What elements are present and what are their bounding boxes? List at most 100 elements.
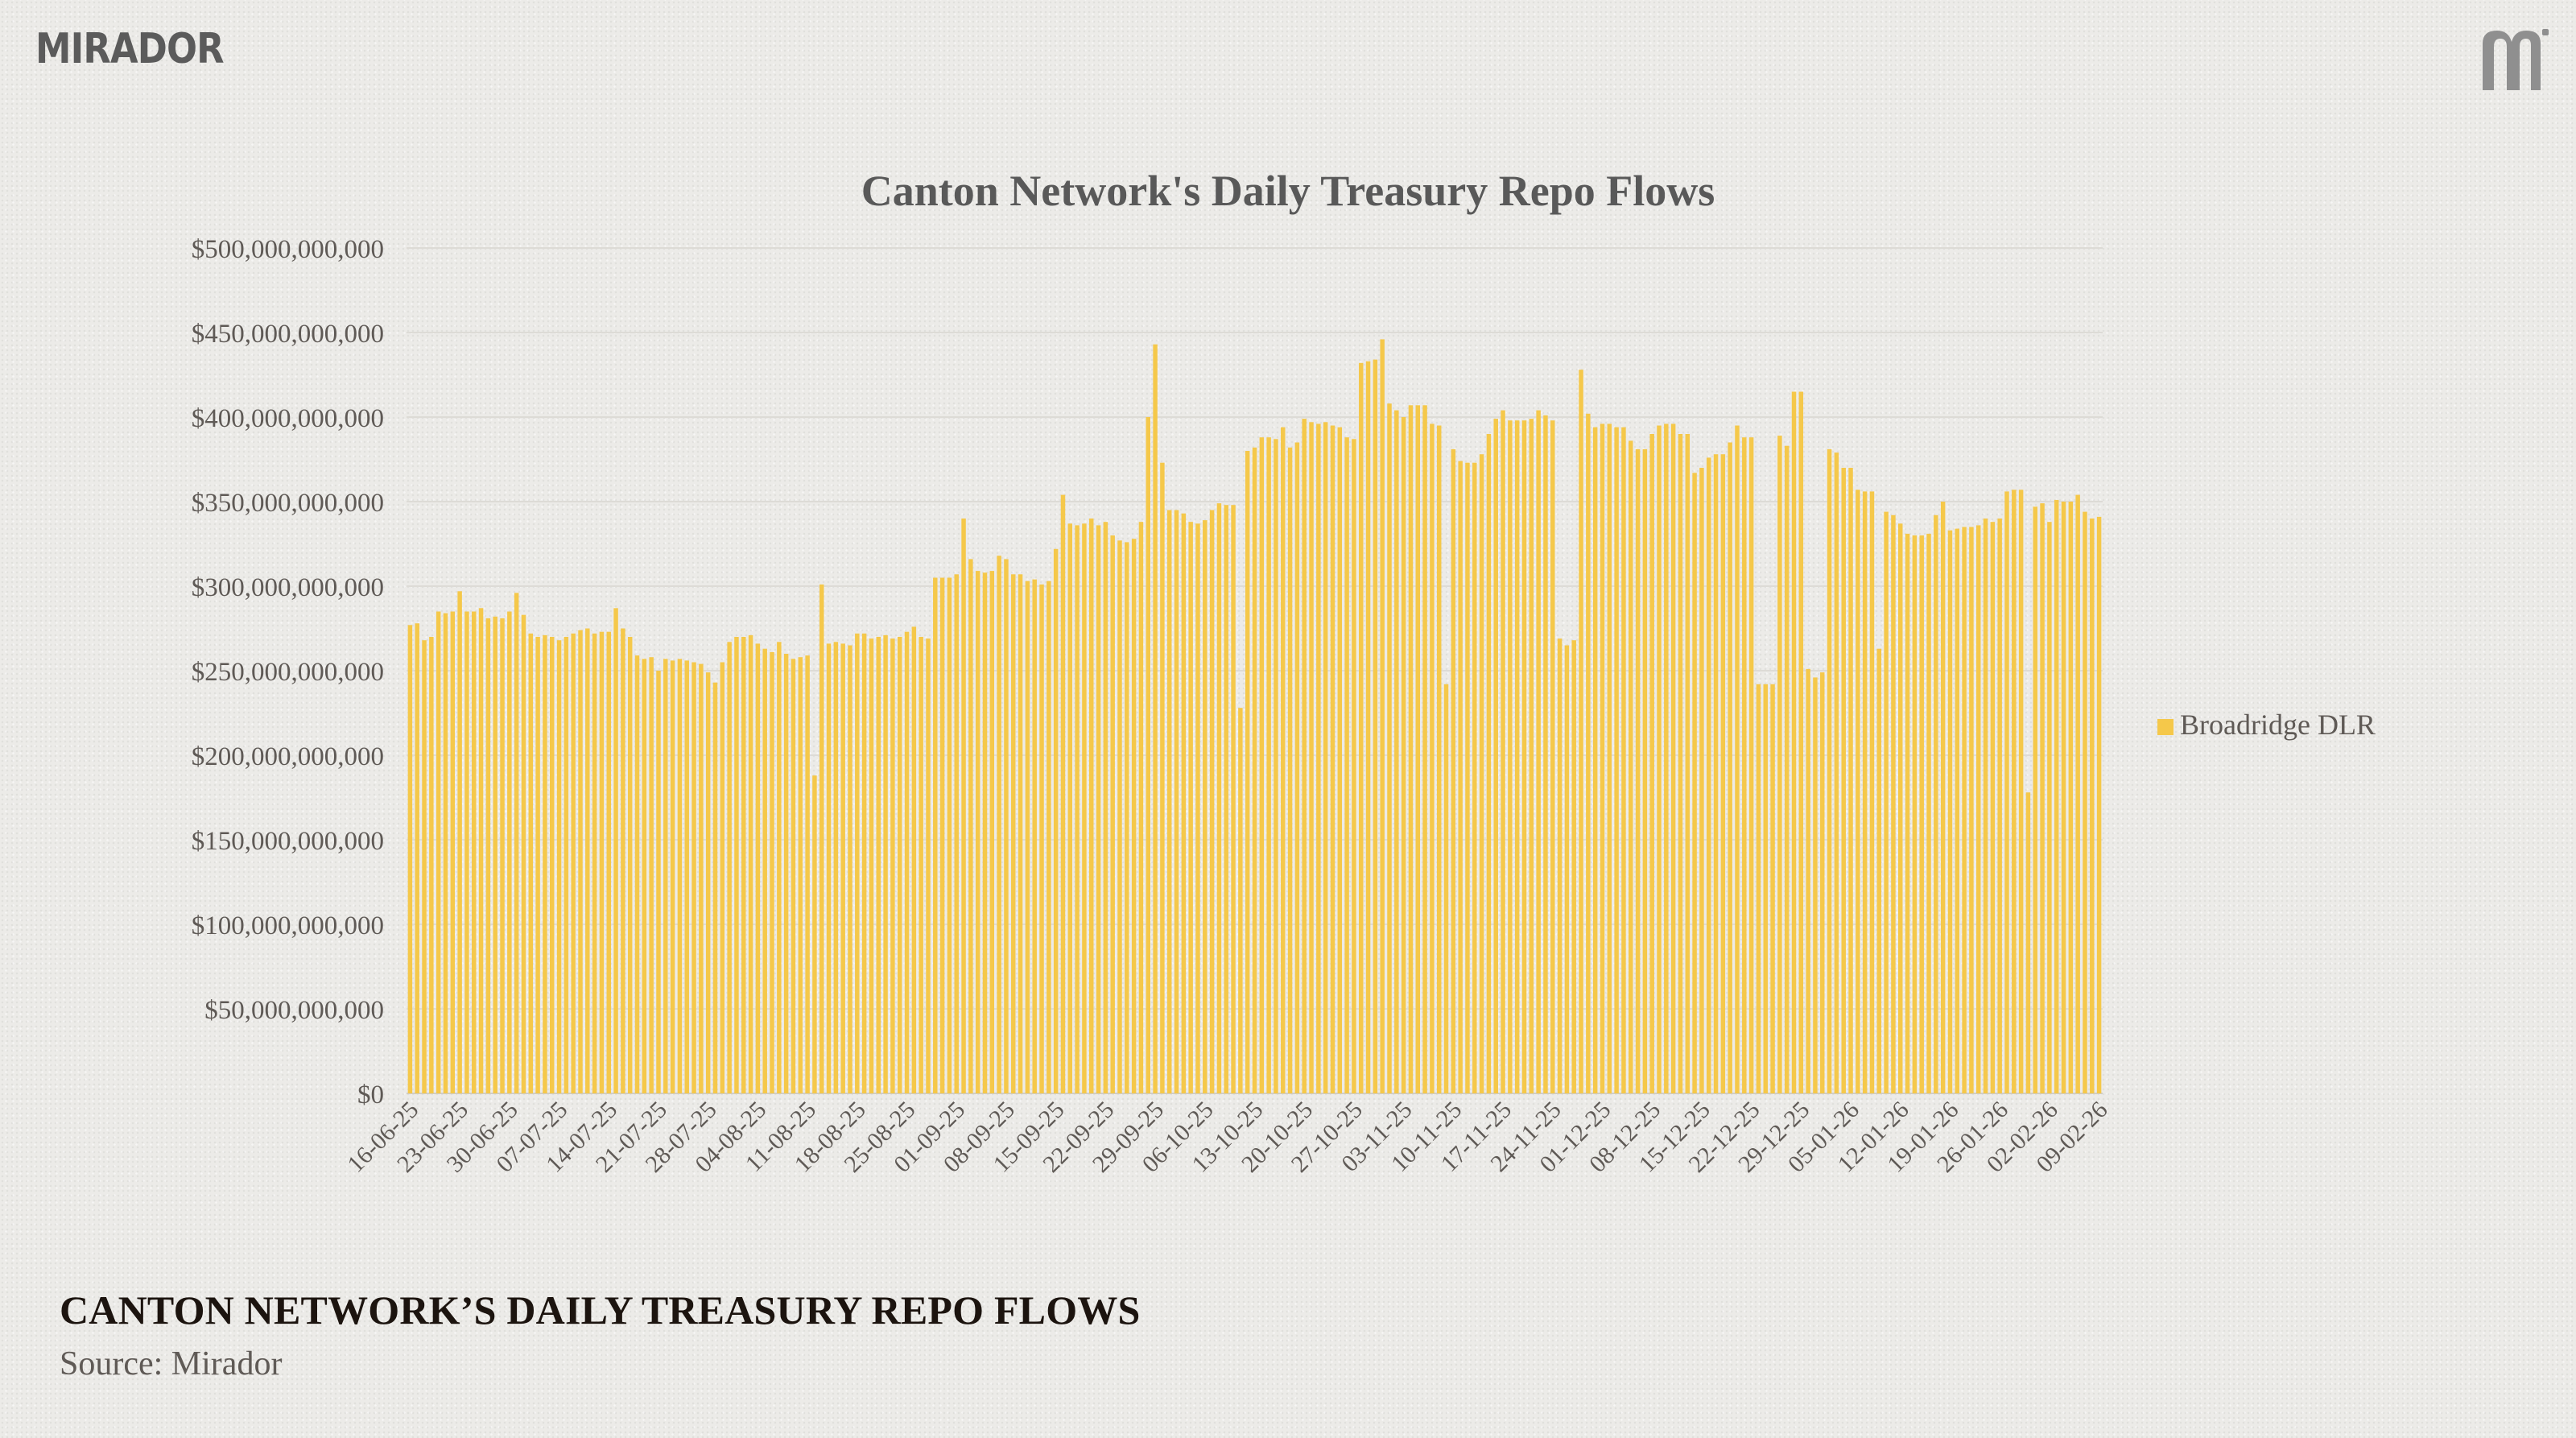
bar	[592, 633, 597, 1093]
y-tick-label: $350,000,000,000	[192, 489, 384, 518]
bar	[1848, 468, 1853, 1093]
bar	[855, 633, 860, 1093]
bar	[464, 611, 469, 1093]
bar	[1934, 514, 1938, 1093]
bar	[1664, 424, 1669, 1093]
bar	[1443, 684, 1449, 1093]
bar	[1281, 427, 1286, 1093]
bar	[1166, 510, 1172, 1093]
bar	[1287, 447, 1293, 1093]
bar	[961, 519, 966, 1093]
bar	[1678, 434, 1683, 1093]
y-tick-label: $450,000,000,000	[192, 320, 384, 349]
bar	[1103, 522, 1108, 1093]
bar	[1110, 535, 1115, 1093]
bar	[989, 571, 995, 1093]
bar	[1784, 445, 1790, 1093]
bar	[1990, 522, 1996, 1093]
bar	[741, 637, 746, 1093]
bar	[911, 626, 917, 1093]
bar	[528, 633, 534, 1093]
bar	[798, 657, 803, 1093]
bar	[415, 623, 419, 1093]
bar	[1607, 424, 1612, 1093]
bar	[500, 618, 505, 1093]
bar	[1713, 454, 1719, 1093]
bar	[1067, 523, 1073, 1093]
bar	[1706, 457, 1711, 1093]
bar	[634, 655, 640, 1093]
bar	[1018, 574, 1023, 1093]
bar	[720, 662, 725, 1093]
bar	[1748, 437, 1754, 1093]
bar	[656, 671, 661, 1093]
bar	[1174, 510, 1179, 1093]
bar	[1422, 405, 1427, 1093]
bar	[1479, 454, 1484, 1093]
bar-series	[407, 339, 2102, 1094]
x-axis: 16-06-2523-06-2530-06-2507-07-2514-07-25…	[342, 1097, 2112, 1178]
bar	[819, 584, 824, 1093]
bar	[2083, 511, 2087, 1093]
bar	[748, 634, 753, 1093]
bar	[521, 614, 526, 1093]
bar	[1798, 391, 1804, 1093]
bar	[904, 631, 910, 1093]
bar	[1876, 648, 1882, 1093]
bar	[997, 556, 1001, 1093]
bar	[1302, 419, 1307, 1093]
bar	[1806, 668, 1810, 1093]
bar	[712, 682, 718, 1093]
bar	[1373, 359, 1378, 1094]
bar	[1252, 447, 1257, 1093]
bar	[1465, 462, 1470, 1093]
bar	[1579, 370, 1583, 1093]
bar	[606, 631, 611, 1093]
bar	[1117, 540, 1122, 1093]
bar	[1557, 638, 1563, 1093]
bar	[691, 662, 696, 1093]
bar	[549, 637, 555, 1093]
mirador-m-icon	[2483, 29, 2549, 90]
bar	[1004, 559, 1009, 1093]
bar	[649, 657, 654, 1093]
bar	[1266, 437, 1271, 1093]
bar	[1884, 511, 1889, 1093]
bar	[1209, 510, 1215, 1093]
bar	[1011, 574, 1016, 1093]
bar	[2033, 506, 2037, 1093]
y-tick-label: $300,000,000,000	[192, 573, 384, 602]
bar	[791, 659, 796, 1093]
bar	[1898, 523, 1903, 1093]
y-tick-label: $0	[357, 1081, 384, 1109]
bar	[2018, 490, 2024, 1093]
y-tick-label: $150,000,000,000	[192, 827, 384, 856]
legend: Broadridge DLR	[2157, 709, 2376, 741]
bar	[642, 659, 647, 1093]
bar	[429, 637, 434, 1093]
bar	[883, 634, 888, 1093]
bar	[890, 638, 895, 1093]
bar	[1905, 533, 1910, 1093]
bar	[933, 577, 938, 1093]
bar	[2012, 490, 2017, 1093]
y-tick-label: $100,000,000,000	[192, 911, 384, 940]
bar	[1521, 420, 1527, 1093]
y-tick-label: $250,000,000,000	[192, 658, 384, 687]
bar	[1089, 519, 1094, 1093]
bar	[535, 637, 540, 1093]
bar	[1316, 424, 1321, 1093]
bar	[407, 625, 413, 1093]
bar	[1451, 448, 1456, 1093]
bar	[1777, 436, 1782, 1093]
bar	[684, 660, 689, 1093]
bar	[670, 660, 675, 1093]
bar	[1486, 434, 1492, 1093]
bar	[514, 593, 519, 1093]
bar	[1983, 519, 1988, 1093]
bar	[947, 577, 952, 1093]
bar	[1216, 503, 1222, 1093]
caption-source: Source: Mirador	[60, 1345, 283, 1382]
y-tick-label: $50,000,000,000	[204, 996, 384, 1025]
